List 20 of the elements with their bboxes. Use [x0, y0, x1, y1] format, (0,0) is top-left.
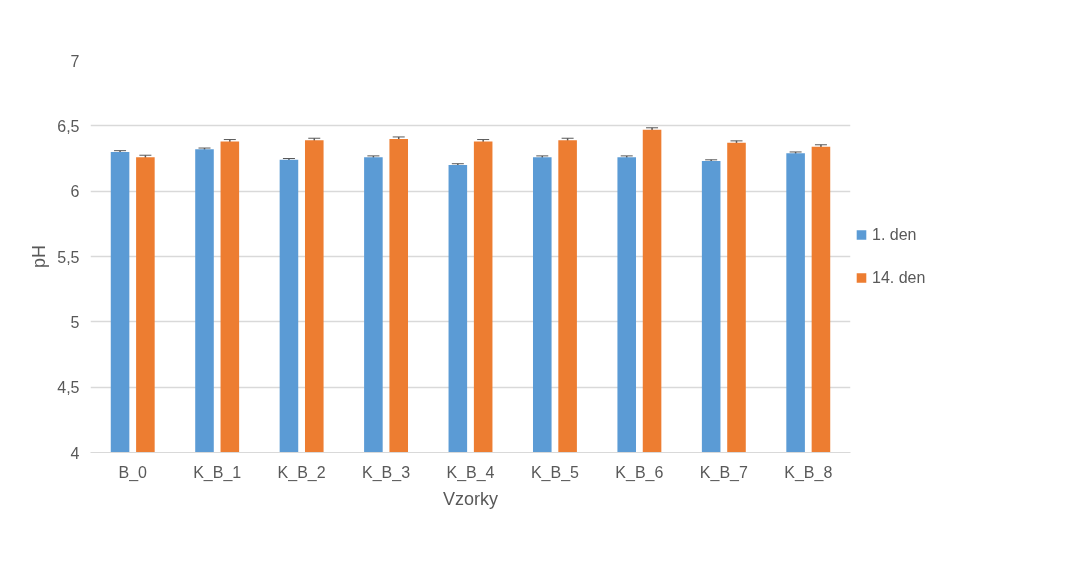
legend-label: 1. den: [872, 225, 917, 244]
x-tick-label: K_B_5: [530, 463, 580, 482]
x-tick-label: K_B_2: [277, 463, 326, 482]
y-tick-label: 4: [70, 444, 80, 462]
y-tick-label: 4,5: [57, 379, 80, 397]
y-tick-label: 7: [70, 52, 80, 70]
y-tick-label: 6,5: [57, 117, 80, 135]
x-tick-label: K_B_3: [362, 463, 411, 482]
x-tick-label: K_B_7: [699, 463, 748, 482]
x-tick-label: B_0: [118, 463, 148, 482]
y-tick-label: 5,5: [57, 248, 80, 266]
y-tick-label: 6: [70, 183, 80, 201]
legend-label: 14. den: [872, 268, 926, 287]
x-tick-label: K_B_4: [446, 463, 495, 482]
x-axis-title: Vzorky: [442, 488, 499, 509]
x-tick-label: K_B_6: [615, 463, 664, 482]
x-tick-label: K_B_1: [193, 463, 242, 482]
y-axis-title: pH: [29, 244, 50, 268]
y-tick-label: 5: [70, 313, 80, 331]
x-tick-label: K_B_8: [784, 463, 833, 482]
